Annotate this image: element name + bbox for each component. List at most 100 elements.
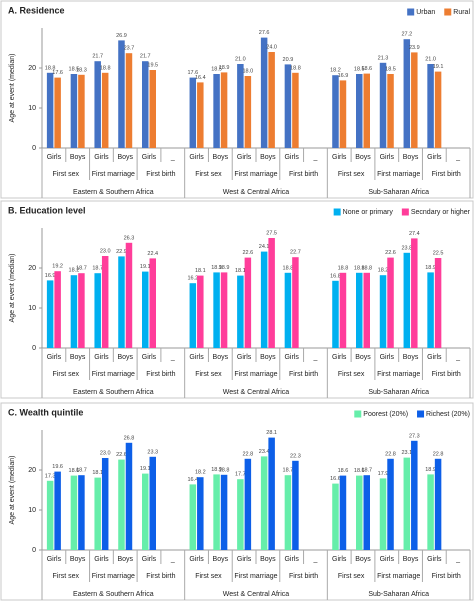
event-label: First sex (53, 371, 80, 378)
value-label: 18.8 (45, 65, 56, 71)
value-label: 22.6 (385, 250, 396, 256)
bar (237, 479, 244, 550)
bar (434, 458, 442, 550)
y-axis-label: Age at event (median) (9, 254, 16, 323)
value-label: 18.8 (100, 65, 111, 71)
value-label: 17.3 (45, 473, 56, 479)
value-label: 18.7 (76, 266, 87, 272)
bar (411, 52, 418, 148)
bar (197, 275, 204, 348)
x-tick-label: Girls (427, 354, 442, 361)
value-label: 18.1 (92, 470, 103, 476)
event-label: First birth (146, 371, 175, 378)
bar (213, 474, 220, 550)
value-label: 22.7 (290, 250, 301, 256)
bar (220, 474, 228, 550)
legend-label: Poorest (20%) (363, 411, 408, 418)
legend-swatch (354, 410, 362, 418)
value-label: 18.5 (354, 66, 365, 72)
bar (70, 475, 78, 550)
bar (387, 458, 394, 550)
x-tick-label: _ (312, 354, 317, 361)
region-label: Eastern & Southern Africa (73, 189, 154, 196)
legend-swatch (401, 208, 409, 216)
value-label: 18.6 (338, 468, 349, 474)
bar (339, 272, 347, 348)
x-tick-label: Boys (260, 154, 276, 161)
legend-label: Urban (416, 9, 435, 16)
bar (220, 72, 228, 148)
value-label: 23.1 (401, 450, 412, 456)
x-tick-label: Girls (47, 154, 62, 161)
event-label: First marriage (92, 171, 135, 178)
x-tick-label: _ (455, 154, 460, 161)
x-tick-label: Girls (94, 154, 109, 161)
x-tick-label: Boys (117, 154, 133, 161)
x-tick-label: Girls (380, 154, 395, 161)
region-label: Eastern & Southern Africa (73, 591, 154, 598)
value-label: 18.9 (425, 265, 436, 271)
value-label: 16.9 (338, 73, 349, 79)
value-label: 18.1 (195, 268, 206, 274)
bar (189, 77, 197, 148)
panel-frame (0, 402, 474, 601)
bar (78, 475, 85, 550)
event-label: First birth (289, 371, 318, 378)
bar (284, 272, 292, 348)
value-label: 27.4 (409, 231, 420, 237)
legend-swatch (333, 208, 341, 216)
x-tick-label: Boys (70, 154, 86, 161)
y-tick-label: 0 (32, 547, 36, 554)
x-tick-label: Boys (70, 556, 86, 563)
value-label: 21.7 (140, 54, 151, 60)
value-label: 28.1 (266, 430, 277, 436)
value-label: 21.7 (92, 54, 103, 60)
value-label: 18.3 (76, 67, 87, 73)
event-label: First sex (338, 573, 365, 580)
bar (189, 484, 197, 550)
event-label: First sex (53, 171, 80, 178)
x-tick-label: _ (170, 154, 175, 161)
x-tick-label: Boys (403, 556, 419, 563)
bar (363, 272, 370, 348)
y-tick-label: 20 (28, 467, 36, 474)
value-label: 21.0 (235, 56, 246, 62)
value-label: 18.7 (361, 468, 372, 474)
value-label: 16.9 (45, 273, 56, 279)
value-label: 22.3 (290, 453, 301, 459)
value-label: 18.9 (425, 467, 436, 473)
x-tick-label: Girls (332, 354, 347, 361)
event-label: First marriage (377, 371, 420, 378)
legend-label: Rural (453, 9, 470, 16)
value-label: 18.8 (290, 65, 301, 71)
x-tick-label: Boys (403, 354, 419, 361)
value-label: 24.1 (259, 244, 270, 250)
bar (387, 74, 394, 148)
value-label: 16.4 (195, 75, 206, 81)
value-label: 27.6 (259, 30, 270, 36)
value-label: 16.4 (187, 477, 198, 483)
bar (54, 471, 61, 550)
value-label: 18.6 (354, 468, 365, 474)
x-tick-label: Girls (332, 154, 347, 161)
region-label: Sub-Saharan Africa (368, 189, 429, 196)
value-label: 17.6 (52, 70, 63, 76)
value-label: 22.8 (243, 451, 254, 457)
bar (220, 272, 228, 348)
value-label: 18.8 (361, 265, 372, 271)
value-label: 23.9 (409, 45, 420, 51)
panel-frame (0, 0, 474, 199)
event-label: First birth (146, 573, 175, 580)
x-tick-label: Boys (213, 556, 229, 563)
value-label: 22.4 (147, 251, 158, 257)
value-label: 19.1 (140, 466, 151, 472)
bar (268, 437, 275, 550)
x-tick-label: _ (170, 556, 175, 563)
bar (403, 39, 411, 149)
x-tick-label: Girls (237, 354, 252, 361)
x-tick-label: Girls (237, 556, 252, 563)
value-label: 26.9 (116, 33, 127, 39)
x-tick-label: Boys (70, 354, 86, 361)
legend-swatch (417, 410, 425, 418)
